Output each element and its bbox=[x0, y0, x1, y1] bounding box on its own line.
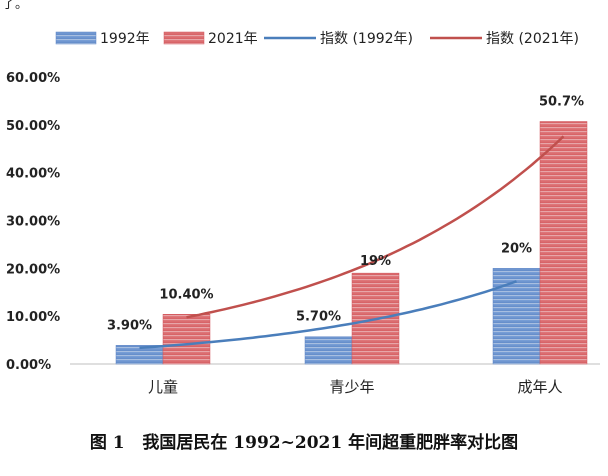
bar-1992 bbox=[492, 268, 541, 365]
bars bbox=[115, 121, 588, 365]
data-labels: 3.90% 5.70% 20% 10.40% 19% 50.7% bbox=[107, 94, 584, 333]
y-tick-label: 50.00% bbox=[6, 119, 60, 134]
y-tick-label: 60.00% bbox=[6, 71, 60, 86]
y-tick-label: 0.00% bbox=[6, 358, 51, 373]
bar-2021 bbox=[539, 121, 588, 365]
bar-2021 bbox=[162, 314, 211, 365]
trendline-2021 bbox=[186, 135, 565, 319]
bar-1992 bbox=[304, 336, 353, 365]
y-tick-label: 40.00% bbox=[6, 167, 60, 182]
y-tick-label: 30.00% bbox=[6, 215, 60, 230]
legend-label: 指数 (2021年) bbox=[486, 31, 579, 47]
chart-caption: 图 1 我国居民在 1992~2021 年间超重肥胖率对比图 bbox=[90, 432, 518, 453]
category-label: 青少年 bbox=[329, 378, 374, 396]
bar-1992 bbox=[115, 345, 164, 365]
legend-label: 2021年 bbox=[208, 31, 258, 47]
data-label: 3.90% bbox=[107, 318, 152, 333]
legend-swatch bbox=[163, 31, 205, 45]
y-axis-ticks: 0.00% 10.00% 20.00% 30.00% 40.00% 50.00% 60.00… bbox=[6, 71, 60, 373]
data-label: 50.7% bbox=[539, 94, 584, 109]
legend: 1992年 2021年 指数 (1992年) 指数 (2021年) bbox=[55, 31, 579, 47]
page-top-fragment: 了。 bbox=[2, 0, 28, 12]
category-label: 成年人 bbox=[517, 378, 562, 396]
legend-swatch bbox=[55, 31, 97, 45]
data-label: 10.40% bbox=[159, 287, 213, 302]
data-label: 19% bbox=[360, 254, 391, 269]
data-label: 5.70% bbox=[296, 310, 341, 325]
trendlines bbox=[139, 135, 565, 350]
data-label: 20% bbox=[501, 241, 532, 256]
trendline-1992 bbox=[139, 280, 517, 350]
legend-label: 1992年 bbox=[100, 31, 150, 47]
y-tick-label: 10.00% bbox=[6, 310, 60, 325]
legend-label: 指数 (1992年) bbox=[320, 31, 413, 47]
y-tick-label: 20.00% bbox=[6, 262, 60, 277]
category-label: 儿童 bbox=[148, 378, 178, 396]
category-labels: 儿童 青少年 成年人 bbox=[148, 378, 563, 396]
